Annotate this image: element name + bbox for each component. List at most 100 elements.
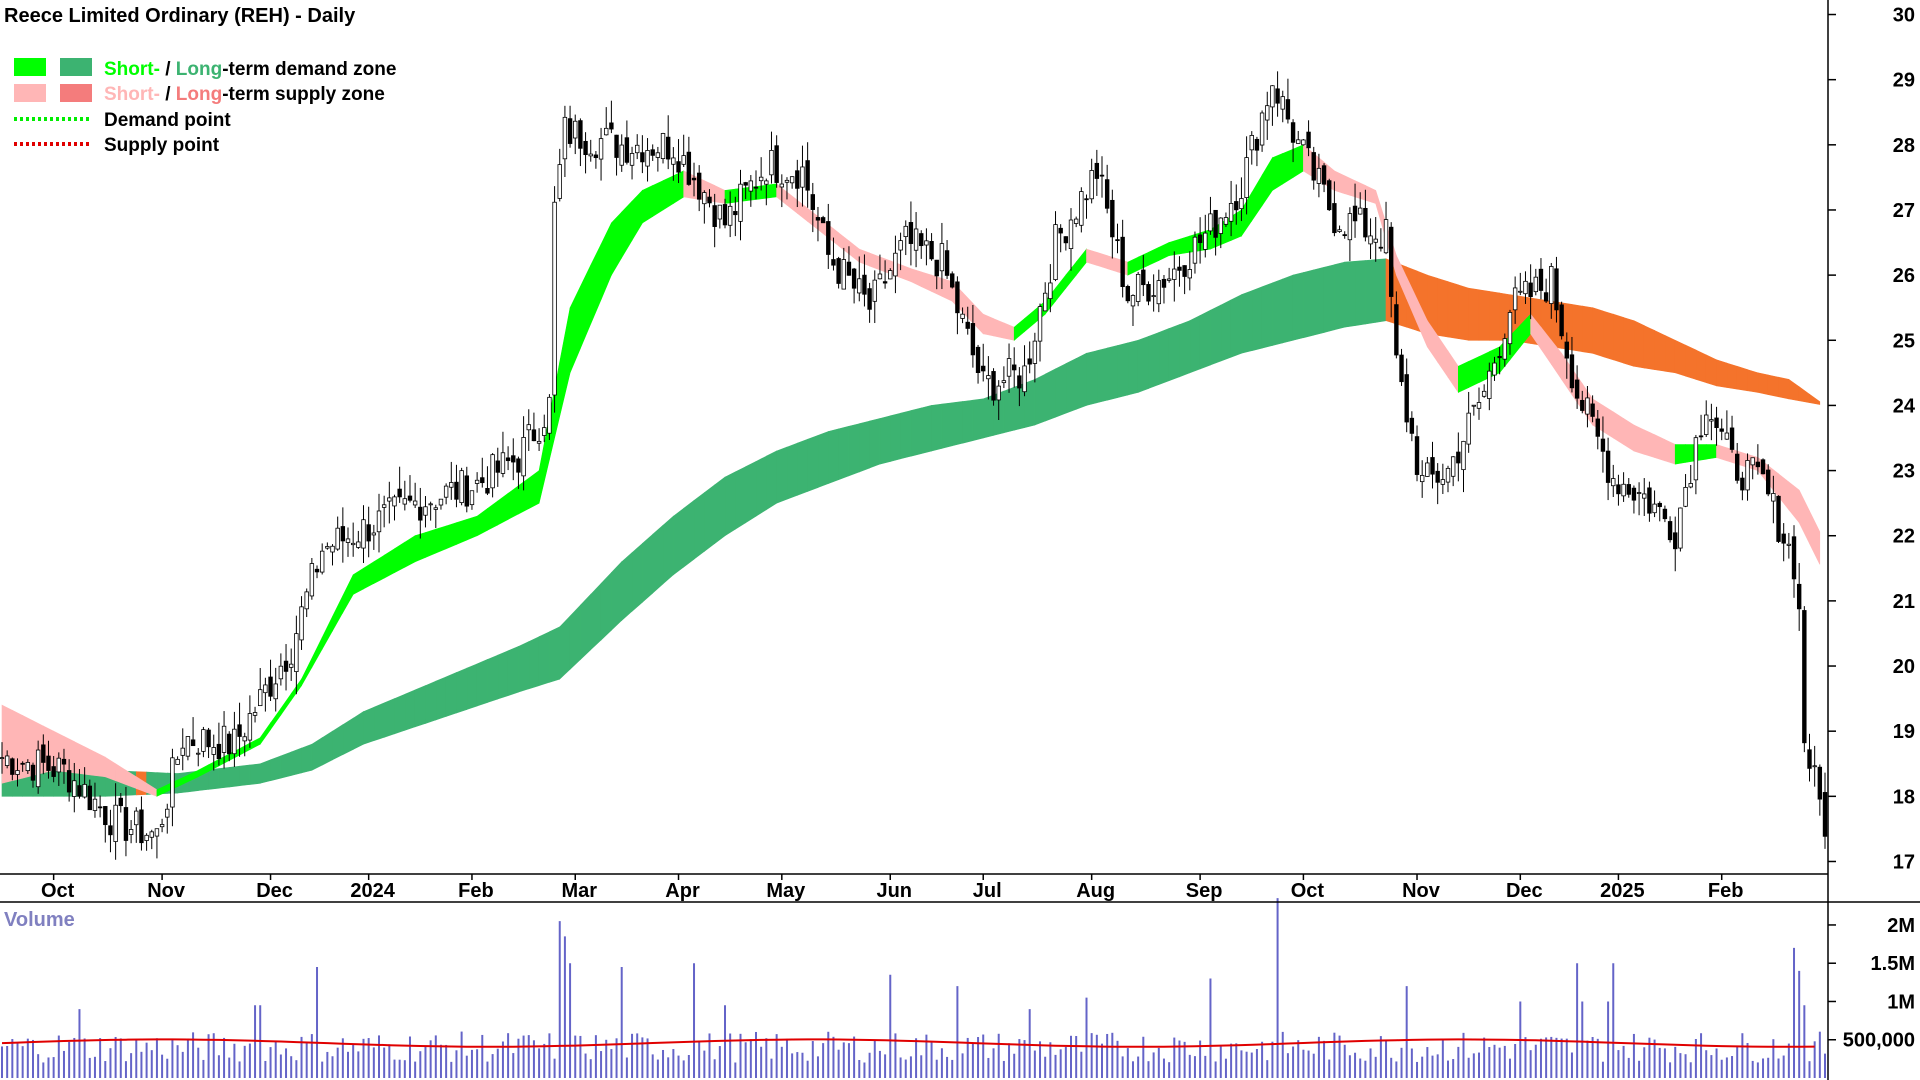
long-term-zone-segment [1654, 330, 1666, 372]
candle-body [1683, 486, 1688, 507]
candle-body [309, 563, 315, 597]
long-term-zone-segment [724, 471, 736, 537]
long-term-zone-segment [982, 394, 994, 439]
candle-body [128, 829, 134, 835]
candle-body [872, 279, 877, 302]
candle-body [1048, 282, 1053, 300]
candle-body [893, 252, 898, 277]
candle-body [30, 764, 36, 781]
volume-bars [1, 898, 1826, 1078]
short-term-zone-segment [466, 515, 478, 541]
candle-body [516, 458, 521, 473]
short-term-zone-segment [259, 722, 271, 746]
candle-body [1203, 232, 1208, 250]
candle-body [846, 261, 852, 276]
candle-body [1822, 792, 1828, 837]
long-term-zone-segment [1798, 386, 1810, 403]
candle-body [1099, 174, 1105, 177]
candle-body [299, 606, 304, 641]
legend-demand-short-swatch [14, 58, 46, 76]
candle-body [1316, 167, 1322, 184]
candle-body [1471, 404, 1477, 407]
long-term-zone-segment [249, 763, 261, 785]
candle-body [1125, 286, 1131, 302]
short-term-zone-segment [394, 541, 406, 574]
long-term-zone-segment [1282, 274, 1294, 344]
long-term-zone-segment [311, 737, 323, 771]
candle-body [500, 452, 506, 474]
long-term-zone-segment [869, 418, 881, 469]
candle-body [4, 755, 10, 766]
long-term-zone-segment [1117, 342, 1129, 398]
candle-body [294, 633, 299, 673]
long-term-zone-segment [1726, 362, 1738, 390]
short-term-zone-segment [94, 751, 106, 778]
candle-body [1254, 138, 1260, 151]
candle-body [1554, 268, 1559, 311]
long-term-zone-segment [1623, 317, 1635, 367]
candle-body [340, 526, 346, 542]
long-term-zone-segment [900, 410, 912, 460]
candle-body [1600, 438, 1606, 452]
candle-body [660, 133, 666, 160]
candle-body [913, 228, 919, 251]
long-term-zone-segment [693, 492, 705, 560]
candle-body [252, 712, 258, 716]
long-term-zone-segment [1674, 339, 1686, 377]
candle-body [619, 144, 624, 166]
short-term-zone-segment [611, 211, 623, 277]
long-term-zone-segment [611, 561, 623, 631]
long-term-zone-segment [1365, 259, 1376, 325]
short-term-zone-segment [1272, 153, 1283, 191]
candle-body [1528, 282, 1533, 298]
candle-body [805, 160, 810, 191]
long-term-zone-segment [425, 680, 437, 724]
short-term-zone-segment [280, 692, 292, 716]
candle-body [686, 151, 692, 185]
long-term-zone-segment [1489, 291, 1500, 341]
long-term-zone-segment [394, 693, 406, 735]
long-term-zone-segment [931, 403, 943, 452]
long-term-zone-segment [1736, 365, 1748, 392]
candle-body [1543, 292, 1549, 302]
long-term-zone-segment [1148, 332, 1160, 389]
long-term-zone-segment [342, 717, 354, 756]
long-term-zone-segment [652, 524, 664, 594]
short-term-zone-segment [786, 191, 798, 214]
candle-body [418, 506, 423, 521]
candle-body [1073, 218, 1079, 224]
candle-body [939, 243, 945, 272]
candle-body [1817, 766, 1823, 800]
candle-body [1750, 457, 1755, 466]
candle-body [1058, 227, 1063, 234]
long-term-zone-segment [642, 533, 654, 603]
candle-body [170, 757, 175, 808]
long-term-zone-segment [1613, 313, 1624, 364]
candle-body [149, 831, 154, 838]
long-term-zone-segment [321, 730, 333, 766]
candle-body [428, 503, 433, 506]
long-term-zone-segment [807, 434, 819, 492]
candle-body [1347, 213, 1353, 241]
short-term-zone-segment [1809, 510, 1821, 565]
long-term-zone-segment [1323, 264, 1335, 333]
candle-body [511, 455, 516, 463]
long-term-zone-segment [1127, 339, 1139, 396]
short-term-zone-segment [321, 616, 333, 651]
candle-body [986, 375, 991, 380]
legend-demand-long-swatch [60, 58, 92, 76]
candle-body [1688, 483, 1693, 488]
candle-body [376, 510, 382, 533]
long-term-zone-segment [476, 659, 488, 707]
long-term-zone-segment [817, 431, 829, 488]
candle-body [1636, 492, 1642, 494]
candle-body [1698, 435, 1704, 438]
long-term-zone-segment [290, 747, 302, 776]
long-term-zone-segment [1354, 260, 1366, 326]
candle-body [1332, 203, 1337, 234]
candle-body [748, 180, 754, 192]
candle-body [640, 152, 645, 163]
legend-demand-row: Short- / Long-term demand zone [104, 59, 396, 80]
short-term-zone-segment [982, 313, 994, 337]
